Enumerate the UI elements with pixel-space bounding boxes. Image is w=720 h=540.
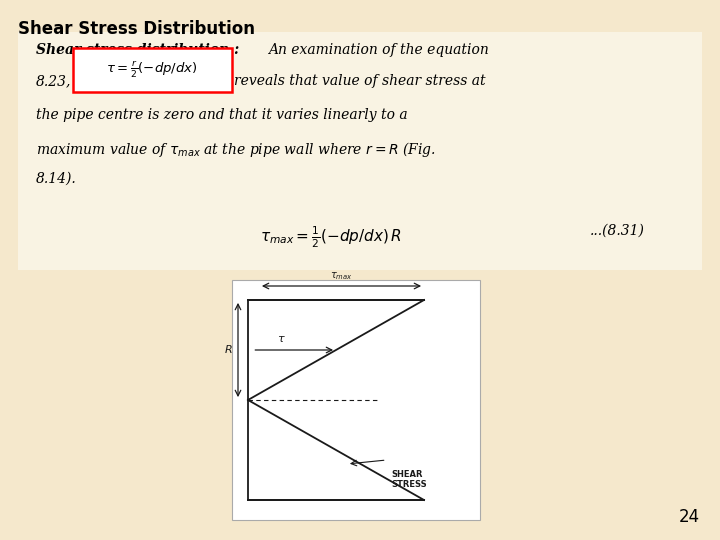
Text: the pipe centre is zero and that it varies linearly to a: the pipe centre is zero and that it vari…: [36, 108, 408, 122]
Text: $\tau_{max} = \frac{1}{2}(-dp/dx)\,R$: $\tau_{max} = \frac{1}{2}(-dp/dx)\,R$: [260, 224, 402, 249]
Text: $\tau_{max}$: $\tau_{max}$: [330, 270, 353, 282]
Text: 8.14).: 8.14).: [36, 172, 77, 186]
FancyBboxPatch shape: [232, 280, 480, 520]
Text: ...(8.31): ...(8.31): [590, 224, 645, 238]
Text: R: R: [224, 345, 232, 355]
Text: $\tau$: $\tau$: [276, 334, 285, 344]
Text: reveals that value of shear stress at: reveals that value of shear stress at: [234, 74, 485, 88]
Text: Shear Stress Distribution: Shear Stress Distribution: [18, 20, 255, 38]
Text: Shear stress distribution :: Shear stress distribution :: [36, 43, 239, 57]
Text: SHEAR
STRESS: SHEAR STRESS: [391, 470, 427, 489]
Text: 8.23,: 8.23,: [36, 74, 71, 88]
Text: An examination of the equation: An examination of the equation: [268, 43, 489, 57]
Text: 24: 24: [679, 508, 700, 526]
FancyBboxPatch shape: [73, 48, 232, 92]
FancyBboxPatch shape: [18, 32, 702, 270]
Text: maximum value of $\tau_{max}$ at the pipe wall where $r = R$ (Fig.: maximum value of $\tau_{max}$ at the pip…: [36, 140, 436, 159]
Text: $\tau = \frac{r}{2}(-dp/dx)$: $\tau = \frac{r}{2}(-dp/dx)$: [106, 60, 198, 80]
